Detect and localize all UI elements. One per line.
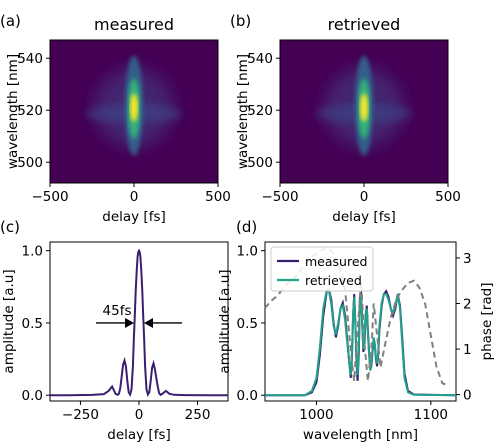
y-tick-label: 520 bbox=[247, 103, 273, 119]
line-panel-c: −250 0 250 0.0 0.5 1.0 delay [fs] amplitude [a.… bbox=[0, 218, 229, 443]
y-tick-label: 520 bbox=[17, 103, 43, 119]
panel-label: (a) bbox=[0, 12, 21, 30]
x-tick-label: 250 bbox=[185, 407, 211, 423]
legend-label: retrieved bbox=[305, 273, 362, 288]
y2-axis-label: phase [rad] bbox=[479, 283, 495, 361]
y-tick-label: 1.0 bbox=[22, 244, 43, 260]
x-tick-label: 0 bbox=[360, 189, 369, 205]
chart-title: retrieved bbox=[328, 15, 401, 34]
fwhm-arrowhead-right bbox=[144, 317, 153, 328]
x-tick-label: −250 bbox=[62, 407, 99, 423]
x-tick-label: 0 bbox=[135, 407, 144, 423]
y-tick-label: 500 bbox=[17, 155, 43, 171]
y2-tick-label: 3 bbox=[463, 251, 472, 267]
heatmap-image bbox=[309, 52, 419, 163]
legend: measured retrieved bbox=[270, 246, 374, 292]
chart-title: measured bbox=[94, 15, 174, 34]
heatmap-panel-a: −500 0 500 500 520 540 delay [fs] wavelength [n… bbox=[0, 12, 231, 225]
y-axis-label: wavelength [nm] bbox=[5, 54, 21, 169]
x-axis-label: delay [fs] bbox=[107, 427, 171, 443]
y-tick-label: 1.0 bbox=[237, 244, 258, 260]
panel-label: (c) bbox=[0, 218, 20, 236]
x-tick-label: 500 bbox=[205, 189, 231, 205]
amplitude-line bbox=[50, 248, 228, 397]
legend-label: measured bbox=[305, 254, 367, 269]
y-tick-label: 0.0 bbox=[237, 388, 258, 404]
y2-tick-label: 0 bbox=[463, 388, 472, 404]
x-tick-label: −500 bbox=[31, 189, 68, 205]
y-tick-label: 0.0 bbox=[22, 388, 43, 404]
panel-label: (d) bbox=[236, 218, 257, 236]
y-axis-label: amplitude [a.u] bbox=[217, 269, 233, 373]
y-tick-label: 0.5 bbox=[237, 316, 258, 332]
x-tick-label: 500 bbox=[435, 189, 461, 205]
heatmap-peak bbox=[360, 93, 368, 122]
y-tick-label: 540 bbox=[247, 51, 273, 67]
heatmap-peak bbox=[130, 93, 138, 122]
x-tick-label: −500 bbox=[261, 189, 298, 205]
y-tick-label: 540 bbox=[17, 51, 43, 67]
plot-frame bbox=[264, 241, 457, 402]
x-tick-label: 0 bbox=[130, 189, 139, 205]
y2-tick-label: 2 bbox=[463, 297, 472, 313]
fwhm-annotation: 45fs bbox=[103, 303, 132, 319]
y-axis-label: wavelength [nm] bbox=[235, 54, 251, 169]
line-panel-d: 1000 1100 0.0 0.5 1.0 0 1 2 3 wavelength [nm] ampl… bbox=[217, 218, 495, 443]
y-tick-label: 500 bbox=[247, 155, 273, 171]
panel-label: (b) bbox=[230, 12, 251, 30]
x-axis-label: delay [fs] bbox=[332, 209, 396, 225]
y-axis-label: amplitude [a.u] bbox=[1, 269, 17, 373]
series-line-retrieved bbox=[265, 288, 457, 397]
fwhm-arrowhead-left bbox=[125, 317, 134, 328]
heatmap-image bbox=[79, 52, 189, 163]
x-tick-label: 1000 bbox=[299, 407, 333, 423]
heatmap-panel-b: −500 0 500 500 520 540 delay [fs] wavelength [n… bbox=[230, 12, 461, 225]
x-axis-label: delay [fs] bbox=[102, 209, 166, 225]
plot-frame bbox=[49, 241, 229, 402]
y-tick-label: 0.5 bbox=[22, 316, 43, 332]
x-tick-label: 1100 bbox=[414, 407, 448, 423]
y2-tick-label: 1 bbox=[463, 342, 472, 358]
x-axis-label: wavelength [nm] bbox=[303, 427, 418, 443]
